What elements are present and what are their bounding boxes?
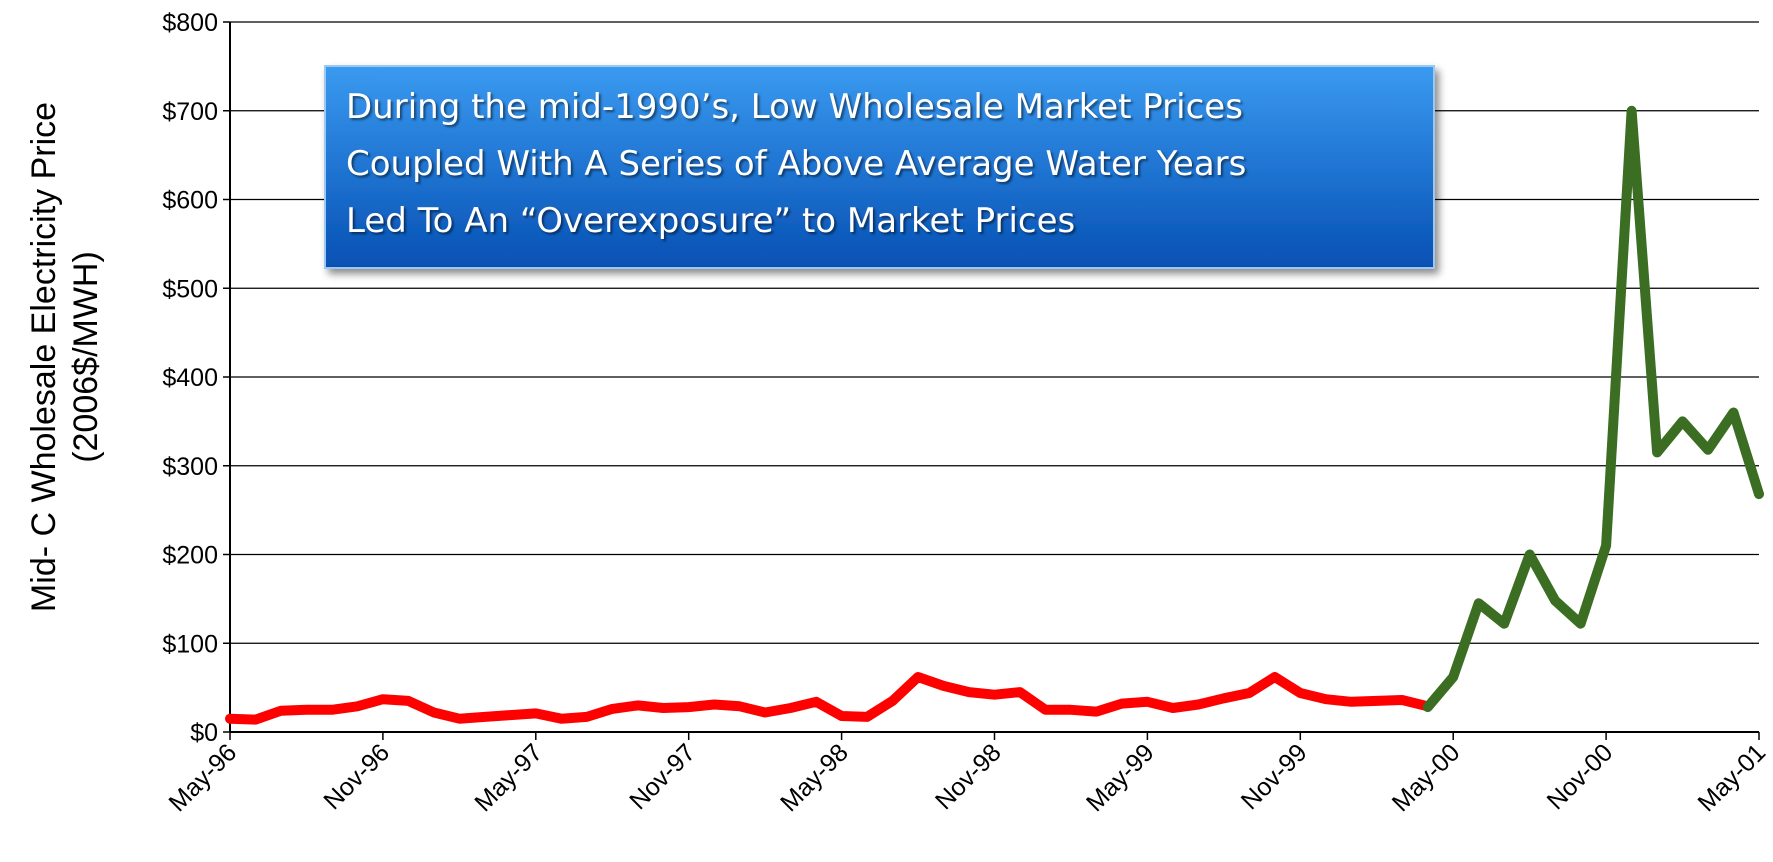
x-tick-label: Nov-97 [624, 738, 701, 815]
x-tick-label: May-01 [1692, 738, 1771, 817]
y-tick-label: $700 [162, 98, 218, 126]
annotation-line: During the mid-1990’s, Low Wholesale Mar… [346, 87, 1243, 127]
series-line [1422, 105, 1764, 713]
y-axis-label-line: Mid- C Wholesale Electricity Price [25, 102, 63, 612]
series-line [225, 672, 1433, 725]
x-tick-label: Nov-99 [1236, 738, 1313, 815]
x-tick-label: May-96 [163, 738, 242, 817]
y-tick-label: $100 [162, 630, 218, 658]
x-tick-label: May-00 [1387, 738, 1466, 817]
annotation: During the mid-1990’s, Low Wholesale Mar… [346, 87, 1246, 241]
annotation-box [324, 65, 1435, 269]
y-axis-label-line: (2006$/MWH) [67, 251, 105, 463]
y-tick-label: $500 [162, 275, 218, 303]
x-tick-label: Nov-00 [1542, 738, 1619, 815]
y-tick-label: $800 [162, 9, 218, 37]
x-tick-label: May-99 [1081, 738, 1160, 817]
annotation-line: Led To An “Overexposure” to Market Price… [346, 201, 1075, 241]
y-tick-label: $400 [162, 364, 218, 392]
y-tick-label: $300 [162, 453, 218, 481]
x-tick-label: May-97 [469, 738, 548, 817]
x-tick-label: May-98 [775, 738, 854, 817]
x-tick-label: Nov-96 [318, 738, 395, 815]
x-tick-label: Nov-98 [930, 738, 1007, 815]
y-axis-label: Mid- C Wholesale Electricity Price (2006$… [25, 102, 105, 612]
y-tick-label: $200 [162, 542, 218, 570]
y-tick-label: $600 [162, 187, 218, 215]
y-tick-label: $0 [190, 719, 218, 747]
annotation-line: Coupled With A Series of Above Average W… [346, 144, 1246, 184]
lines [225, 105, 1764, 725]
